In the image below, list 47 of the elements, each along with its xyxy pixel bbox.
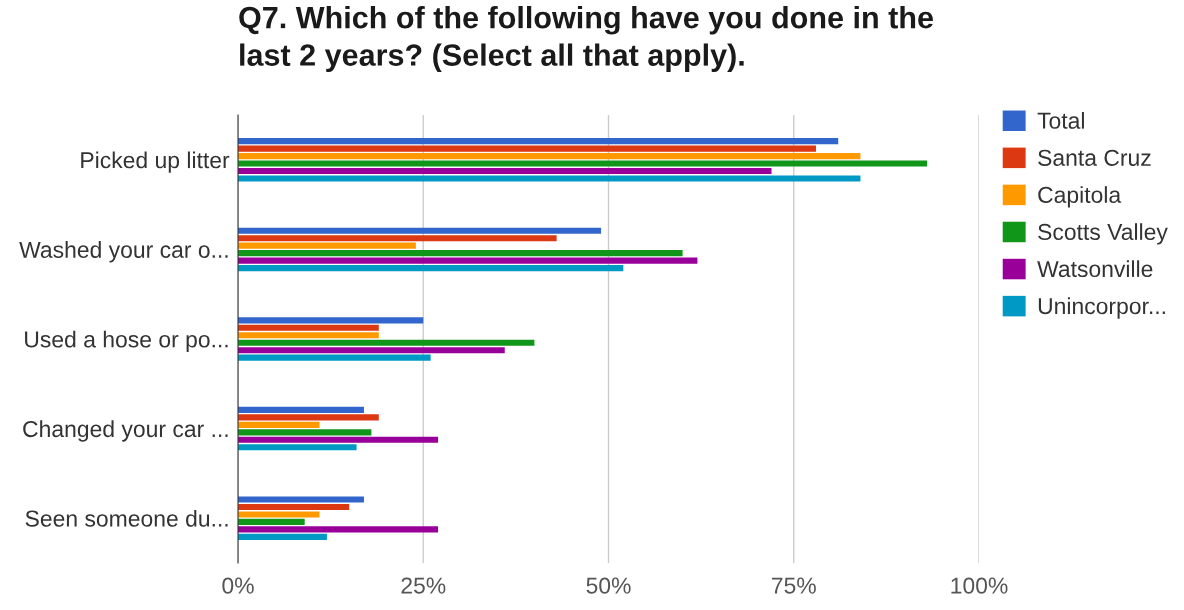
bar [238,436,439,443]
bar [238,317,424,324]
bar [238,250,683,257]
legend-label: Santa Cruz [1038,149,1151,166]
bar [238,429,372,436]
legend-label: Watsonville [1037,260,1153,278]
bar [238,145,816,152]
bar [238,421,320,428]
bar [238,533,327,540]
y-tick-label: Picked up litter [81,151,230,173]
bar [238,511,320,518]
bar [238,503,350,511]
bar [238,339,535,346]
legend-label: Scotts Valley [1038,223,1168,245]
bar [238,332,379,339]
bar [238,518,305,525]
y-tick-label: Washed your car o... [19,241,228,263]
bar [238,265,624,272]
x-tick-label: 100% [951,577,1008,594]
bar [238,347,505,354]
y-tick-label: Seen someone du... [25,509,228,527]
bar [238,242,416,249]
x-tick-label: 25% [401,577,446,594]
chart-title: Q7. Which of the following have you done in the last 2 years? (Select all that apply). [239,6,933,72]
bar [238,414,379,421]
bar [238,175,861,182]
bar [238,153,861,160]
bar [238,526,439,533]
bar [238,406,364,413]
x-tick-label: 0% [222,577,254,594]
legend-label: Capitola [1038,186,1122,208]
legend-label: Unincorpor... [1038,297,1165,319]
x-tick-label: 75% [771,577,816,594]
bar [238,167,772,175]
x-tick-label: 50% [586,577,631,594]
bar [238,444,357,451]
legend-label: Total [1037,112,1084,129]
y-tick-label: Changed your car ... [23,420,228,442]
bar [238,138,839,145]
bar [238,160,928,167]
bar [238,496,364,503]
bar [238,257,698,264]
y-tick-label: Used a hose or po... [25,330,228,353]
bar [238,354,431,361]
bar [238,235,557,242]
bar [238,324,379,331]
bar [238,227,602,234]
